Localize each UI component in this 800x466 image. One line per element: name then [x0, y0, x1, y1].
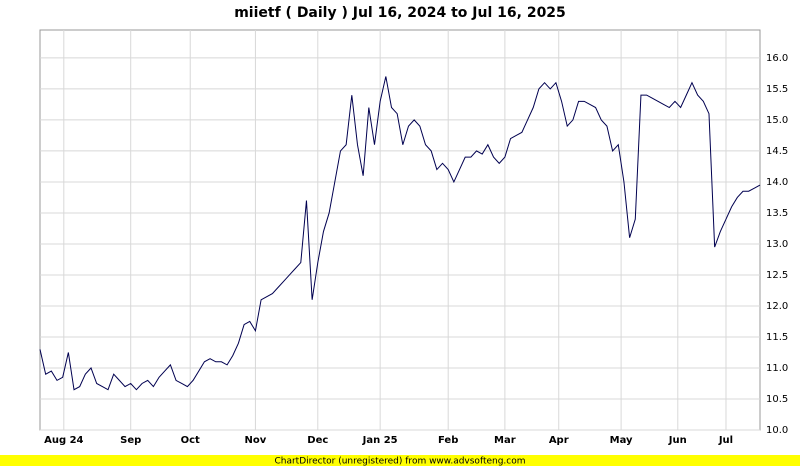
y-tick-label: 16.0 [766, 53, 788, 64]
footer-bar [0, 455, 800, 466]
y-tick-label: 14.5 [766, 146, 788, 157]
x-tick-label: Dec [307, 435, 328, 446]
x-tick-label: Jan 25 [362, 435, 398, 446]
x-tick-label: Sep [120, 435, 141, 446]
x-tick-label: Jun [668, 435, 687, 446]
x-tick-label: Nov [245, 435, 267, 446]
plot-area [39, 29, 761, 431]
x-tick-label: Jul [718, 435, 733, 446]
y-tick-label: 11.5 [766, 332, 788, 343]
x-tick-label: Mar [494, 435, 516, 446]
footer-text: ChartDirector (unregistered) from www.ad… [274, 457, 525, 466]
y-tick-label: 15.0 [766, 115, 788, 126]
x-tick-label: Feb [438, 435, 458, 446]
x-tick-label: May [610, 435, 633, 446]
price-line [39, 76, 761, 391]
x-tick-label: Aug 24 [44, 435, 83, 446]
y-tick-label: 10.0 [766, 425, 788, 436]
y-tick-label: 12.0 [766, 301, 788, 312]
chart-title: miietf ( Daily ) Jul 16, 2024 to Jul 16,… [234, 5, 566, 21]
y-tick-label: 13.5 [766, 208, 788, 219]
x-tick-label: Oct [181, 435, 200, 446]
y-tick-label: 15.5 [766, 84, 788, 95]
x-tick-label: Apr [549, 435, 569, 446]
y-tick-label: 10.5 [766, 394, 788, 405]
y-tick-label: 14.0 [766, 177, 788, 188]
y-tick-label: 13.0 [766, 239, 788, 250]
y-tick-label: 12.5 [766, 270, 788, 281]
y-tick-label: 11.0 [766, 363, 788, 374]
